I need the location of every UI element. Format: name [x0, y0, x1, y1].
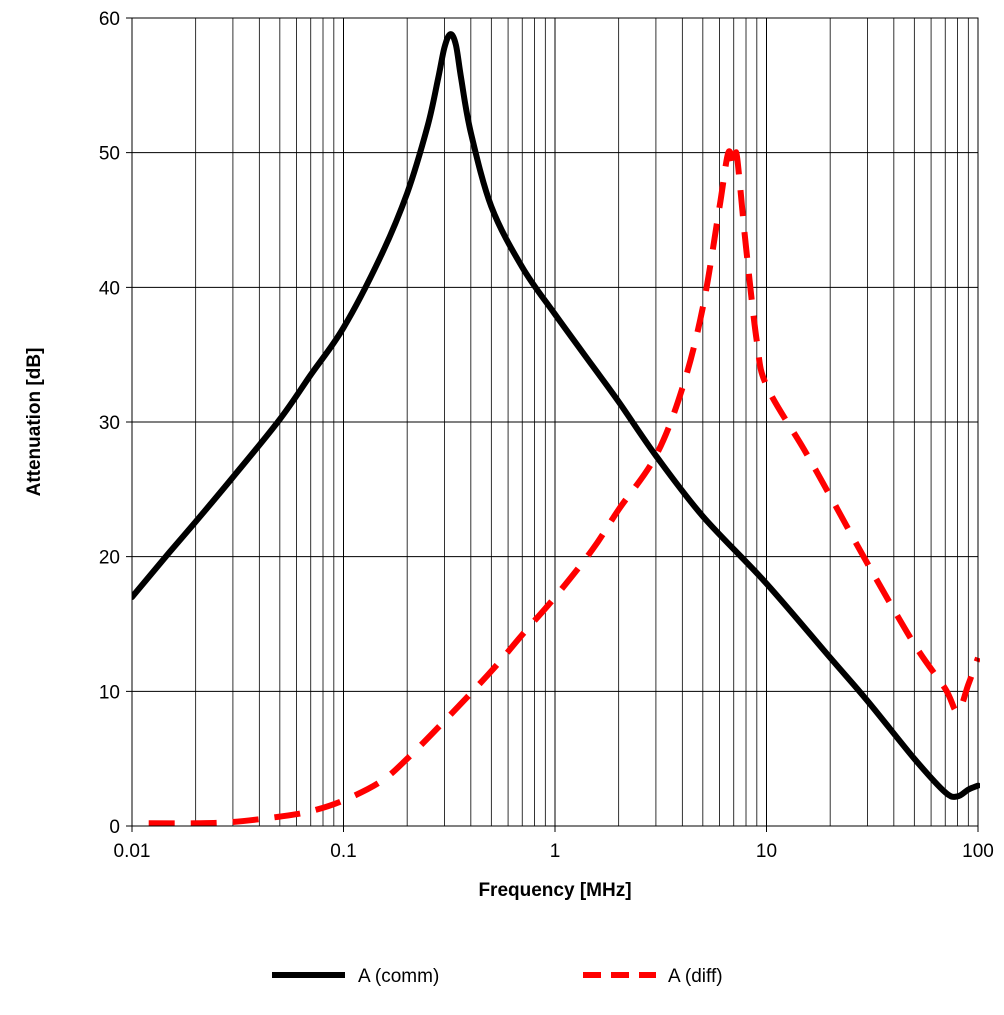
series-line-diff	[148, 148, 980, 827]
y-tick-label: 30	[99, 413, 120, 434]
x-tick-label: 0.01	[114, 841, 151, 862]
x-tick-label: 0.1	[330, 841, 356, 862]
series-line-comm	[132, 31, 980, 800]
plot-frame	[131, 17, 979, 827]
legend-label-comm: A (comm)	[358, 966, 439, 987]
legend-label-diff: A (diff)	[668, 966, 723, 987]
y-tick-label: 50	[99, 144, 120, 165]
y-axis-title: Attenuation [dB]	[24, 348, 45, 497]
y-tick-label: 60	[99, 9, 120, 30]
y-tick-labels: 0 10 20 30 40 50 60	[99, 9, 120, 838]
series-layer	[132, 31, 980, 827]
x-axis-title: Frequency [MHz]	[478, 880, 631, 901]
y-tick-label: 10	[99, 682, 120, 703]
y-tick-label: 20	[99, 548, 120, 569]
x-tick-label: 100	[962, 841, 994, 862]
x-tick-label: 1	[550, 841, 561, 862]
y-tick-label: 0	[109, 817, 120, 838]
y-tick-label: 40	[99, 278, 120, 299]
legend: A (comm) A (diff)	[272, 966, 723, 987]
x-tick-label: 10	[756, 841, 777, 862]
x-tick-labels: 0.01 0.1 1 10 100	[114, 841, 994, 862]
